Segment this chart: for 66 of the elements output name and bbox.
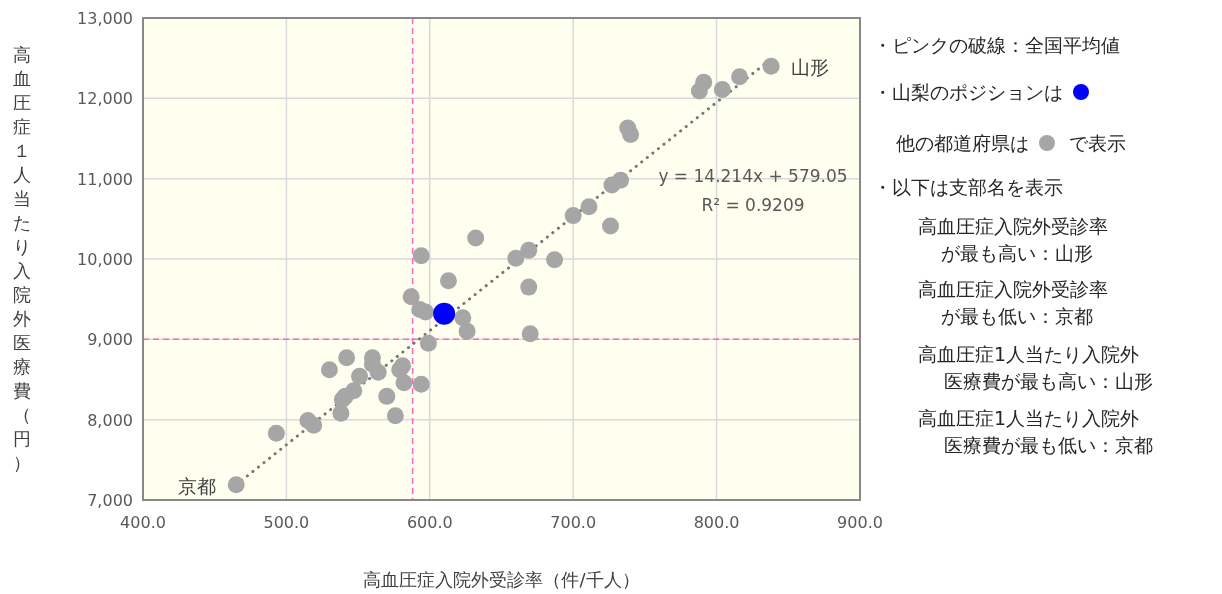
y-tick-label: 12,000: [77, 89, 133, 109]
point: [762, 57, 780, 75]
text: 医療費が最も低い：京都: [944, 434, 1153, 456]
text: が最も高い：山形: [941, 242, 1093, 264]
point: [467, 229, 485, 247]
point: [454, 309, 472, 327]
point: [713, 81, 731, 98]
point: [601, 217, 619, 235]
x-tick-label: 700.0: [550, 513, 597, 532]
point: [369, 363, 387, 381]
annotation: 山形: [791, 56, 830, 79]
point: [580, 198, 598, 216]
text: 他の都道府県は: [896, 132, 1029, 154]
point: [412, 375, 430, 393]
text: で表示: [1069, 132, 1126, 154]
point: [417, 303, 434, 321]
x-tick-label: 800.0: [693, 513, 740, 532]
point: [338, 349, 356, 367]
point: [612, 171, 630, 189]
text: ・山梨のポジションは: [873, 81, 1063, 103]
point: [433, 302, 456, 325]
point: [345, 382, 363, 400]
text: 高血圧症１人当たり入院外医療費（円）: [13, 44, 31, 473]
annotation: y = 14.214x + 579.05: [658, 166, 848, 186]
text: 高血圧症入院外受診率: [918, 278, 1108, 300]
x-tick-label: 600.0: [406, 513, 453, 532]
y-tick-label: 11,000: [77, 169, 133, 189]
point: [386, 407, 404, 425]
point: [395, 374, 413, 392]
point: [458, 322, 476, 340]
x-tick-label: 400.0: [120, 513, 166, 532]
point: [412, 247, 430, 265]
text: 高血圧症1人当たり入院外: [918, 343, 1140, 365]
y-tick-label: 10,000: [77, 250, 133, 269]
text: 高血圧症入院外受診率: [918, 215, 1108, 237]
point: [507, 249, 525, 267]
y-tick-label: 7,000: [87, 491, 133, 510]
point: [227, 476, 245, 494]
point: [402, 288, 420, 306]
point: [521, 325, 539, 343]
point: [546, 251, 564, 269]
point: [695, 73, 713, 91]
x-axis-title: 高血圧症入院外受診率（件/千人）: [363, 569, 640, 590]
y-tick-label: 13,000: [77, 9, 133, 28]
point: [731, 68, 749, 86]
point: [419, 334, 437, 352]
point: [439, 272, 457, 290]
text: ・ピンクの破線：全国平均値: [873, 34, 1120, 56]
point: [378, 387, 396, 405]
y-tick-label: 9,000: [87, 330, 133, 350]
point: [320, 361, 338, 379]
annotation: R² = 0.9209: [701, 195, 805, 215]
point: [267, 424, 285, 442]
text: 高血圧症1人当たり入院外: [918, 407, 1140, 429]
text: が最も低い：京都: [941, 305, 1093, 327]
point: [305, 416, 323, 434]
annotation: 京都: [178, 474, 217, 497]
point: [564, 207, 582, 225]
point: [520, 278, 538, 296]
text: ・以下は支部名を表示: [873, 176, 1063, 198]
point: [520, 241, 538, 259]
x-tick-label: 500.0: [263, 513, 310, 532]
y-tick-label: 8,000: [87, 410, 133, 430]
text: 医療費が最も高い：山形: [944, 370, 1153, 392]
x-tick-label: 900.0: [837, 513, 883, 532]
point: [351, 367, 369, 385]
